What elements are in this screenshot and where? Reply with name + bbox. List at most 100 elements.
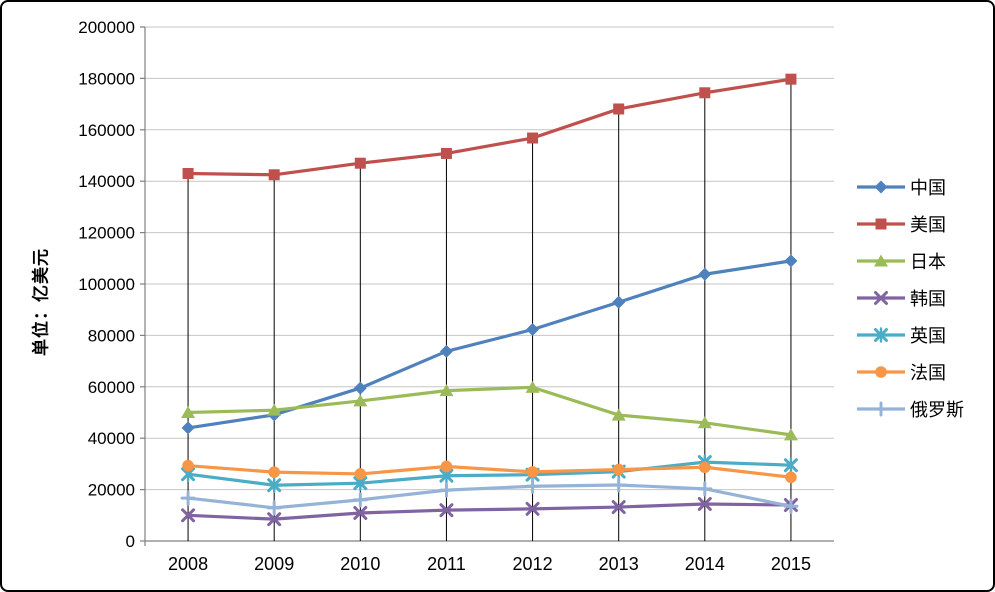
legend-item-3: 韩国 bbox=[855, 279, 964, 316]
data-point-x bbox=[611, 500, 626, 515]
legend-label: 韩国 bbox=[910, 288, 946, 309]
legend-marker-sample bbox=[857, 401, 905, 416]
legend-item-5: 法国 bbox=[855, 353, 964, 390]
data-point-x bbox=[525, 501, 540, 516]
series-line-5 bbox=[187, 464, 792, 479]
chart-legend: 中国美国日本韩国英国法国俄罗斯 bbox=[855, 168, 964, 427]
y-tick-label: 0 bbox=[126, 532, 135, 551]
legend-star-icon bbox=[874, 326, 888, 343]
data-point-triangle bbox=[181, 406, 196, 418]
legend-label: 中国 bbox=[910, 177, 946, 198]
data-point-triangle bbox=[697, 416, 712, 429]
data-point-plus bbox=[352, 492, 368, 508]
data-point-square bbox=[268, 169, 280, 181]
legend-item-1: 美国 bbox=[855, 205, 964, 242]
series-line-2 bbox=[188, 385, 792, 437]
legend-circle-icon bbox=[875, 365, 887, 378]
data-point-circle bbox=[440, 460, 453, 473]
data-point-star bbox=[783, 457, 798, 473]
series-line-4 bbox=[187, 460, 791, 487]
series-line-1 bbox=[188, 77, 792, 177]
data-point-x bbox=[267, 512, 282, 527]
data-point-circle bbox=[354, 468, 367, 480]
data-point-plus bbox=[438, 482, 454, 498]
data-point-circle bbox=[526, 466, 539, 478]
data-point-triangle bbox=[783, 428, 798, 441]
data-point-square bbox=[440, 147, 452, 159]
data-point-x bbox=[439, 503, 454, 518]
data-point-square bbox=[354, 157, 366, 169]
legend-marker-sample bbox=[857, 290, 905, 305]
data-point-diamond bbox=[181, 421, 195, 435]
x-tick-label: 2014 bbox=[685, 554, 725, 574]
legend-square-icon bbox=[875, 218, 887, 229]
legend-label: 美国 bbox=[910, 214, 946, 235]
data-point-circle bbox=[699, 461, 711, 474]
y-tick-label: 160000 bbox=[78, 121, 135, 140]
legend-item-4: 英国 bbox=[855, 316, 964, 353]
data-point-x bbox=[181, 508, 196, 523]
y-axis-title: 单位：亿美元 bbox=[31, 248, 51, 356]
y-tick-label: 140000 bbox=[78, 172, 135, 191]
x-tick-label: 2013 bbox=[599, 554, 639, 574]
data-point-plus bbox=[611, 477, 627, 493]
x-tick-label: 2008 bbox=[168, 554, 208, 574]
y-tick-label: 100000 bbox=[78, 275, 135, 294]
data-point-square bbox=[613, 103, 625, 115]
legend-x-icon bbox=[874, 290, 888, 305]
y-tick-label: 200000 bbox=[78, 18, 135, 37]
y-tick-label: 60000 bbox=[88, 378, 135, 397]
x-tick-label: 2009 bbox=[254, 554, 294, 574]
data-point-circle bbox=[182, 459, 194, 472]
data-point-triangle bbox=[439, 384, 454, 397]
series-1 bbox=[182, 73, 797, 181]
data-point-diamond bbox=[698, 267, 712, 281]
data-point-x bbox=[353, 505, 368, 520]
data-point-diamond bbox=[612, 295, 626, 309]
data-point-square bbox=[527, 132, 539, 144]
legend-plus-icon bbox=[873, 401, 889, 416]
series-line-6 bbox=[187, 483, 792, 510]
x-tick-label: 2015 bbox=[771, 554, 811, 574]
data-point-circle bbox=[785, 471, 797, 484]
legend-diamond-icon bbox=[874, 180, 888, 193]
legend-item-6: 俄罗斯 bbox=[855, 390, 964, 427]
data-point-triangle bbox=[525, 380, 540, 393]
series-line-3 bbox=[187, 502, 791, 521]
legend-label: 日本 bbox=[910, 251, 946, 272]
series-2 bbox=[181, 380, 798, 441]
x-tick-label: 2010 bbox=[340, 554, 380, 574]
data-point-plus bbox=[783, 498, 799, 514]
legend-label: 法国 bbox=[910, 362, 946, 383]
data-point-diamond bbox=[784, 254, 798, 268]
y-tick-label: 180000 bbox=[78, 69, 135, 88]
legend-triangle-icon bbox=[874, 254, 888, 266]
series-line-0 bbox=[187, 259, 792, 430]
data-point-star bbox=[267, 477, 282, 493]
legend-item-2: 日本 bbox=[855, 242, 964, 279]
legend-marker-sample bbox=[857, 254, 905, 266]
series-0 bbox=[181, 254, 798, 435]
data-point-plus bbox=[266, 500, 282, 516]
y-tick-label: 80000 bbox=[88, 326, 135, 345]
legend-label: 英国 bbox=[910, 325, 946, 346]
data-point-diamond bbox=[526, 322, 540, 336]
data-point-circle bbox=[268, 466, 280, 478]
series-5 bbox=[182, 459, 797, 484]
data-point-x bbox=[697, 496, 712, 511]
legend-label: 俄罗斯 bbox=[910, 399, 964, 420]
legend-item-0: 中国 bbox=[855, 168, 964, 205]
y-tick-label: 40000 bbox=[88, 429, 135, 448]
x-tick-label: 2012 bbox=[513, 554, 553, 574]
data-point-square bbox=[699, 87, 711, 99]
series-6 bbox=[180, 477, 799, 516]
legend-marker-sample bbox=[857, 365, 905, 378]
data-point-square bbox=[785, 73, 797, 85]
x-tick-label: 2011 bbox=[427, 554, 466, 574]
data-point-diamond bbox=[439, 344, 453, 358]
data-point-diamond bbox=[353, 381, 367, 395]
data-point-triangle bbox=[611, 408, 626, 421]
data-point-plus bbox=[525, 478, 541, 494]
